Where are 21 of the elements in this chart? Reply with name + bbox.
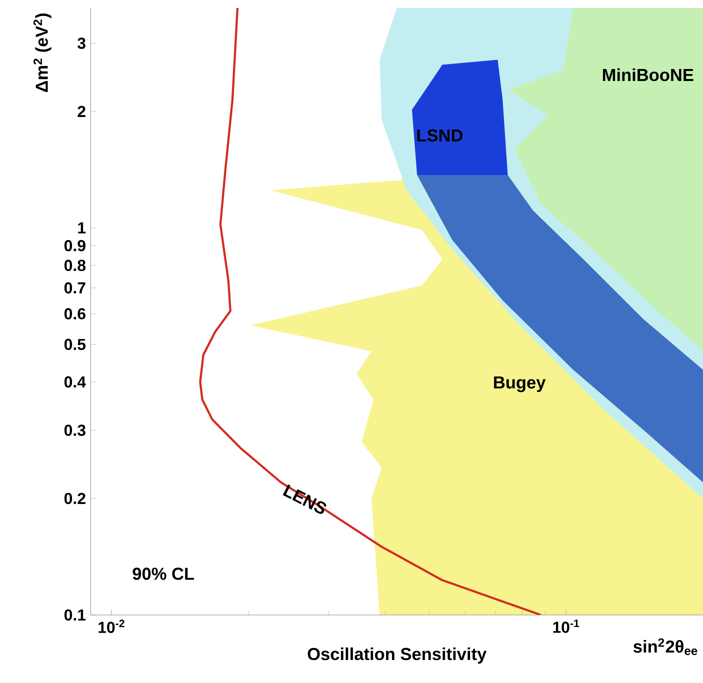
y-tick-label: 0.4 (64, 376, 86, 388)
annotation: 90% CL (132, 568, 194, 580)
y-tick-label: 0.6 (64, 308, 86, 320)
x-axis-title: Oscillation Sensitivity (308, 647, 487, 664)
y-tick-label: 1 (78, 222, 86, 234)
y-tick-label: 0.2 (64, 492, 86, 504)
text: sin$^{2}$2θ$_{ee}$ (633, 638, 698, 656)
y-axis-title: Δm$^{2}$ (eV$^{2}$) (34, 14, 52, 92)
y-tick-label: 0.3 (64, 424, 86, 436)
y-tick-label: 0.9 (64, 240, 86, 252)
y-tick-label: 2 (78, 106, 86, 117)
x-tick-label: 10$^{-1}$ (553, 620, 580, 633)
y-tick-label: 0.7 (64, 282, 86, 294)
x-tick-label: 10$^{-2}$ (98, 620, 124, 634)
series-label: LSND (417, 129, 463, 142)
y-tick-label: 3 (78, 38, 86, 49)
y-tick-label: 0.1 (64, 609, 86, 621)
series-label: Bugey (494, 376, 546, 392)
y-tick-label: 0.5 (64, 338, 86, 350)
series-label: MiniBooNE (602, 68, 694, 82)
y-tick-label: 0.8 (64, 260, 86, 272)
